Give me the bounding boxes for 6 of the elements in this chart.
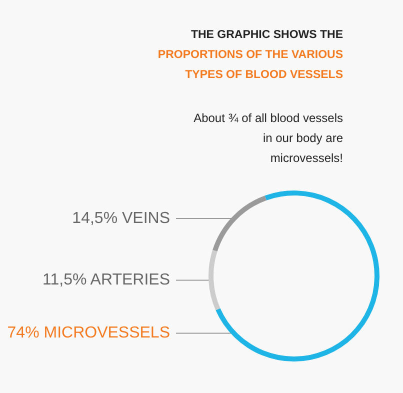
- chart-title: THE GRAPHIC SHOWS THE: [190, 28, 343, 43]
- slice-label: 14,5% VEINS: [72, 210, 170, 227]
- slice-label: 11,5% ARTERIES: [42, 272, 170, 289]
- text: About ¾ of all blood vessels in our body are microvessels!: [193, 110, 343, 167]
- slice-label: 74% MICROVESSELS: [7, 324, 170, 342]
- chart-subtitle: PROPORTIONS OF THE VARIOUS TYPES OF BLOOD VESSELS: [156, 48, 343, 83]
